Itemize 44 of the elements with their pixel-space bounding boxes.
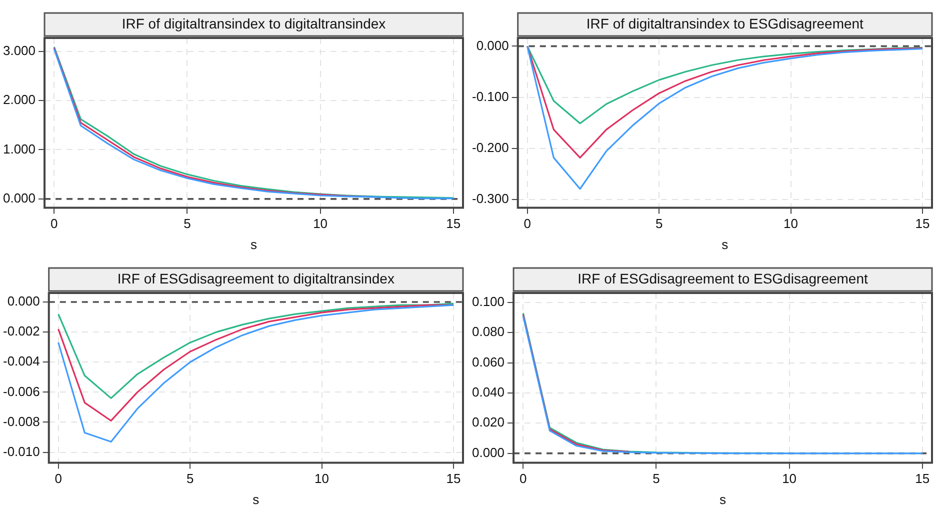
x-tick-label: 15 [915,216,930,232]
x-tick-label: 0 [50,216,58,232]
y-tick-label: 0.100 [472,294,505,310]
x-tick-label: 5 [186,471,194,486]
x-tick-label: 15 [915,471,930,486]
chart-title: IRF of ESGdisagreement to ESGdisagreement [578,270,868,286]
x-tick-label: 5 [655,216,663,232]
x-tick-label: 0 [520,471,527,486]
y-tick-label: 1.000 [2,141,36,156]
y-tick-label: -0.008 [2,414,40,429]
y-tick-label: -0.200 [472,140,509,156]
y-tick-label: -0.010 [2,444,40,459]
y-tick-label: -0.002 [2,324,40,339]
y-tick-label: -0.006 [2,384,40,399]
y-tick-label: 0.080 [472,324,505,340]
x-tick-label: 10 [313,216,328,232]
chart-title: IRF of digitaltransindex to ESGdisagreement [586,15,864,32]
x-tick-label: 5 [184,216,191,232]
x-axis-title: s [720,492,727,507]
chart-title: IRF of digitaltransindex to digitaltransindex [122,15,386,32]
chart-title: IRF of ESGdisagreement to digitaltransindex [117,270,394,286]
x-tick-label: 10 [314,471,330,486]
x-tick-label: 0 [54,471,62,486]
y-tick-label: 0.000 [472,444,505,460]
y-tick-label: 0.020 [472,414,505,430]
x-tick-label: 15 [446,216,461,232]
x-axis-title: s [250,236,258,252]
x-axis-title: s [252,492,260,507]
x-tick-label: 0 [524,216,531,232]
y-tick-label: 0.060 [472,354,505,370]
x-tick-label: 10 [784,216,798,232]
y-tick-label: 0.000 [476,38,509,53]
x-tick-label: 10 [782,471,797,486]
y-tick-label: -0.004 [2,354,40,369]
y-tick-label: 2.000 [2,92,36,108]
y-tick-label: 0.040 [472,384,505,400]
y-tick-label: -0.100 [472,88,509,104]
y-tick-label: -0.300 [472,191,509,206]
x-axis-title: s [722,236,729,252]
x-tick-label: 5 [652,471,660,486]
y-tick-label: 0.000 [2,190,36,206]
y-tick-label: 3.000 [2,42,36,58]
x-tick-label: 15 [446,471,461,486]
y-tick-label: 0.000 [7,294,40,309]
